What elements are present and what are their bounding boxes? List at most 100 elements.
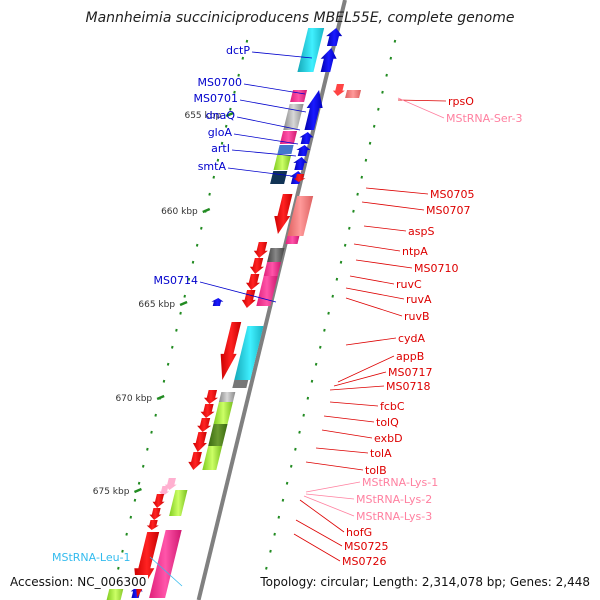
leader-line [397,99,447,102]
leader-line [305,461,364,471]
cog-block [218,392,236,402]
forward-gene-arrow [211,298,224,306]
gene-label-ruvA: ruvA [406,293,432,306]
gene-label-tolB: tolB [365,464,387,477]
track-dot [285,481,289,485]
gene-label-MS0705: MS0705 [430,188,474,201]
scale-tick-label: 665 kbp [138,300,175,310]
track-dot [183,294,186,298]
track-dot [302,413,305,417]
leader-line [315,447,369,454]
forward-gene-arrow [293,157,308,170]
gene-label-gloA: gloA [208,126,233,139]
track-dot [150,430,153,434]
track-dot [381,90,384,94]
track-dot [216,158,220,162]
track-dot [208,192,211,196]
track-dot [319,345,322,349]
leader-line [299,499,345,533]
leader-line [251,51,313,59]
cog-block [287,196,314,236]
leader-line [355,259,413,269]
trna-label-MStRNA-Lys-1: MStRNA-Lys-1 [362,476,438,489]
scale-tick [225,111,234,118]
track-dot [245,39,249,43]
cog-block [290,90,308,102]
reverse-gene-arrow [197,418,212,432]
track-dot [277,515,281,519]
cog-block [283,104,304,130]
forward-gene-arrow [320,48,337,72]
track-dot [162,379,166,383]
track-dot [146,447,149,451]
leader-line [365,187,429,195]
leader-line [199,281,277,303]
scale-tick-label: 670 kbp [115,394,152,404]
track-dot [314,362,318,366]
track-dot [141,464,145,468]
leader-line [333,371,387,387]
leader-line [353,243,401,252]
track-dot [377,107,380,111]
leader-line [233,133,299,145]
gene-label-MS0726: MS0726 [342,555,386,568]
leader-line [231,149,297,157]
gene-label-dnaQ: dnaQ [206,109,236,122]
gene-label-MS0725: MS0725 [344,540,388,553]
track-dot [137,481,141,485]
track-dot [166,362,170,366]
gene-label-exbD: exbD [374,432,403,445]
track-dot [343,243,347,247]
gene-label-appB: appB [396,350,424,363]
gene-label-MS0710: MS0710 [414,262,458,275]
track-dot [212,175,216,179]
cog-block [149,530,182,598]
leader-line [345,297,403,317]
leader-line [149,556,183,587]
cog-block [345,90,362,98]
gene-label-hofG: hofG [346,526,372,539]
reverse-gene-arrow [152,494,165,508]
leader-line [295,519,343,547]
gene-label-MS0701: MS0701 [194,92,238,105]
cog-block [270,171,288,184]
scale-tick [156,394,165,401]
reverse-gene-arrow [220,322,242,380]
gene-label-smtA: smtA [198,160,227,173]
track-dot [327,311,330,315]
track-dot [125,532,128,536]
leader-line [293,533,341,562]
track-dot [269,549,272,553]
track-dot [339,260,343,264]
track-dot [200,226,203,230]
leader-line [345,287,405,300]
cog-block [208,424,228,446]
track-dot [294,447,297,451]
gene-label-rpsO: rpsO [448,95,474,108]
track-dot [133,498,137,502]
outer-dot-track [260,39,397,587]
leader-line [303,495,355,517]
gene-label-ruvC: ruvC [396,278,422,291]
cog-block [234,326,264,380]
track-dot [175,328,178,332]
gene-label-aspS: aspS [408,225,434,238]
leader-line [239,99,307,113]
gene-label-tolA: tolA [370,447,392,460]
track-dot [129,515,133,519]
forward-gene-arrow [326,28,343,46]
scale-tick-label: 660 kbp [161,207,198,217]
reverse-gene-arrow [192,432,207,452]
cog-block [202,446,223,470]
accession-text: Accession: NC_006300 [8,575,149,589]
gene-label-ruvB: ruvB [404,310,430,323]
track-dot [372,124,376,128]
scale-tick-label: 655 kbp [184,111,221,121]
gene-label-MS0707: MS0707 [426,204,470,217]
track-dot [191,260,195,264]
track-dot [233,90,236,94]
reverse-gene-arrow [241,290,256,308]
track-dot [117,566,120,570]
track-dot [310,379,314,383]
